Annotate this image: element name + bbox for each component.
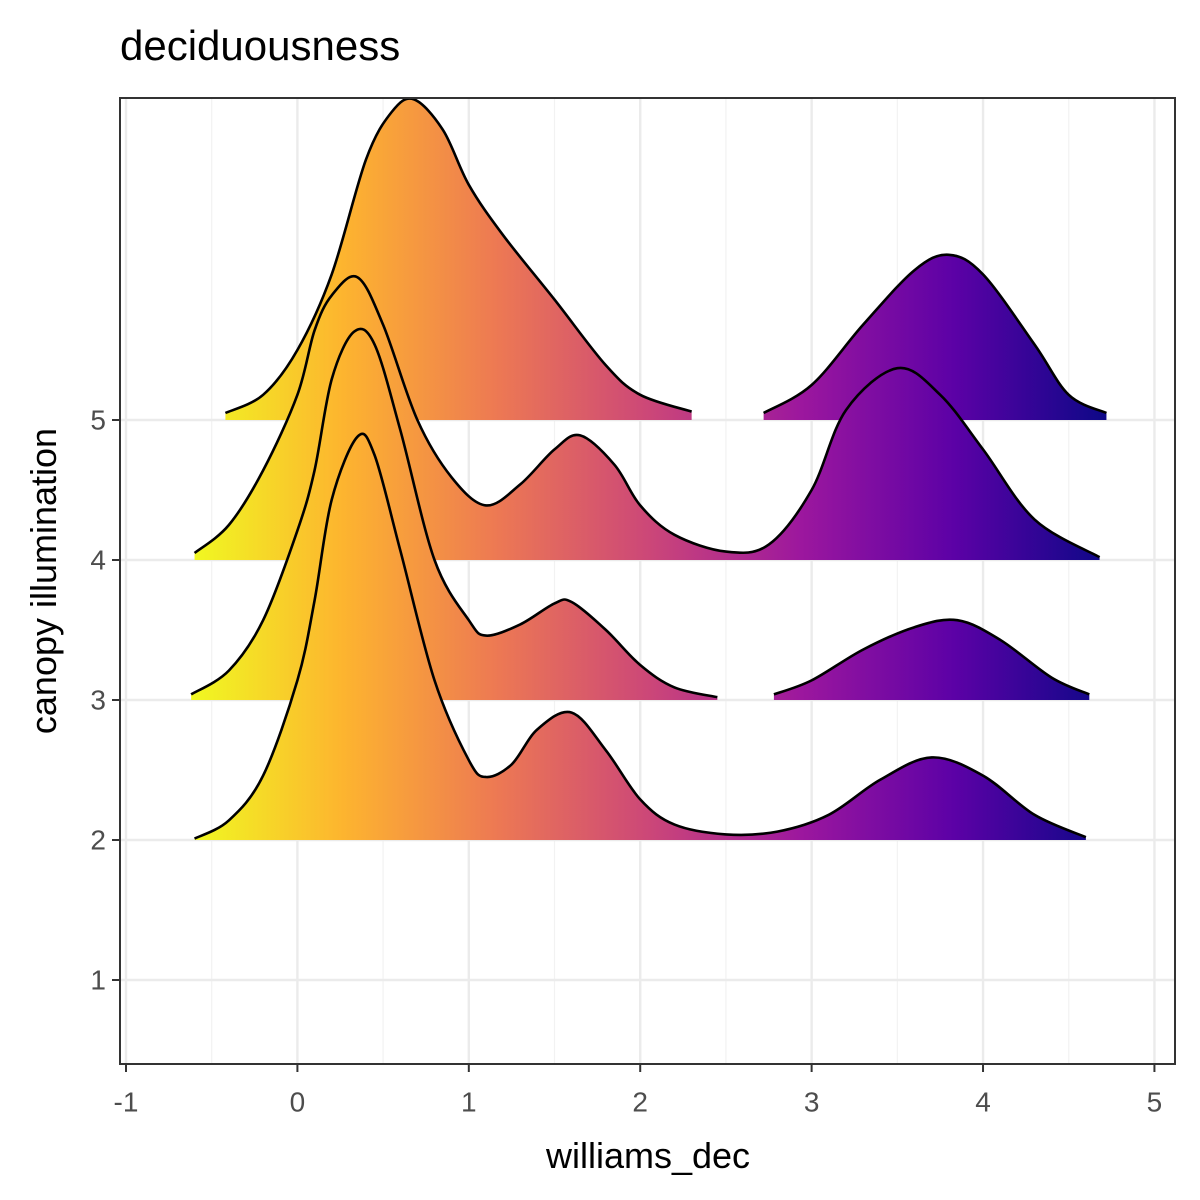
x-tick-label: 0 <box>290 1086 306 1117</box>
ridge-area <box>194 276 1100 560</box>
ridge-area <box>194 433 1086 840</box>
y-tick-label: 2 <box>90 824 106 855</box>
ridge-outline <box>193 274 1101 559</box>
y-tick-label: 1 <box>90 964 106 995</box>
x-tick-label: 4 <box>975 1086 991 1117</box>
chart-title: deciduousness <box>120 22 400 69</box>
y-tick-label: 3 <box>90 684 106 715</box>
ridge-outline <box>190 327 1090 699</box>
ridge-outline <box>193 432 1087 840</box>
x-axis-title: williams_dec <box>545 1135 750 1176</box>
y-axis-title: canopy illumination <box>23 428 64 734</box>
x-tick-label: 1 <box>461 1086 477 1117</box>
y-tick-label: 4 <box>90 544 106 575</box>
x-tick-label: -1 <box>114 1086 139 1117</box>
ridge-outline <box>224 97 1108 415</box>
x-tick-label: 5 <box>1147 1086 1163 1117</box>
ridge-area <box>225 98 1107 421</box>
x-tick-label: 3 <box>804 1086 820 1117</box>
panel-border <box>119 97 1176 1065</box>
y-tick-label: 5 <box>90 404 106 435</box>
x-tick-label: 2 <box>632 1086 648 1117</box>
